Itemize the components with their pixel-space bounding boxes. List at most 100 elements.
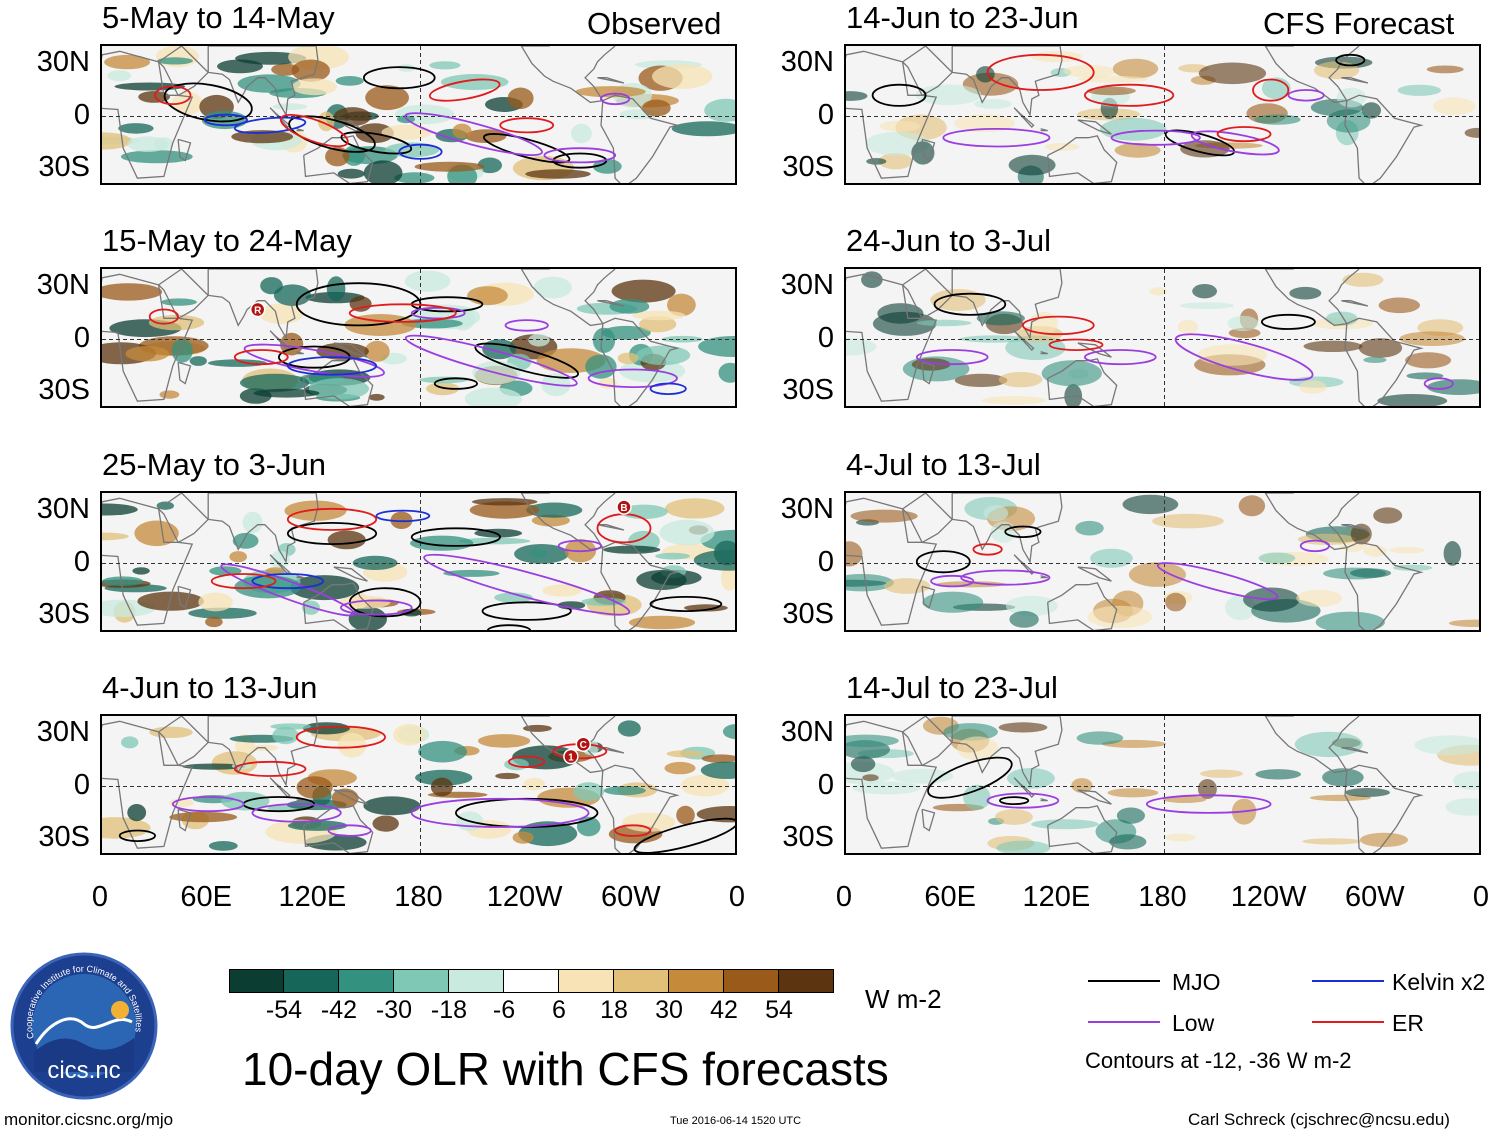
positive-olr-anomaly bbox=[1114, 142, 1161, 158]
positive-olr-anomaly bbox=[639, 316, 677, 333]
negative-olr-anomaly bbox=[603, 786, 646, 796]
y-axis-label: 0 bbox=[73, 545, 90, 578]
positive-olr-anomaly bbox=[104, 54, 151, 70]
legend-low-line bbox=[1088, 1021, 1160, 1023]
negative-olr-anomaly bbox=[990, 521, 1017, 543]
olr-anomaly-map bbox=[846, 493, 1479, 630]
positive-olr-anomaly bbox=[850, 509, 918, 523]
negative-olr-anomaly bbox=[1427, 379, 1479, 395]
storm-marker: B bbox=[616, 499, 632, 515]
coastline bbox=[1013, 330, 1035, 352]
er-contour bbox=[428, 78, 501, 102]
coastline bbox=[1040, 128, 1048, 132]
negative-olr-anomaly bbox=[1294, 731, 1363, 758]
positive-olr-anomaly bbox=[465, 129, 507, 143]
coastline bbox=[177, 585, 192, 609]
y-axis-label: 30S bbox=[782, 151, 834, 184]
positive-olr-anomaly bbox=[198, 592, 233, 612]
negative-olr-anomaly bbox=[352, 555, 398, 570]
storm-marker: R bbox=[249, 301, 266, 318]
negative-olr-anomaly bbox=[335, 76, 364, 86]
x-axis-label: 60W bbox=[1345, 881, 1405, 913]
coastline bbox=[296, 351, 304, 355]
positive-olr-anomaly bbox=[1198, 62, 1267, 85]
negative-olr-anomaly bbox=[1116, 807, 1145, 824]
positive-olr-anomaly bbox=[622, 812, 676, 832]
negative-olr-anomaly bbox=[504, 758, 529, 771]
coastline bbox=[1040, 798, 1048, 802]
negative-olr-anomaly bbox=[655, 552, 690, 560]
er-contour bbox=[295, 725, 386, 749]
low-contour bbox=[543, 147, 617, 164]
olr-anomaly-map bbox=[846, 46, 1479, 183]
negative-olr-anomaly bbox=[963, 784, 991, 810]
negative-olr-anomaly bbox=[404, 270, 451, 292]
negative-olr-anomaly bbox=[603, 545, 661, 554]
negative-olr-anomaly bbox=[636, 345, 691, 366]
x-axis-label: 0 bbox=[91, 881, 109, 913]
er-contour bbox=[972, 543, 1003, 556]
coastline bbox=[951, 46, 1063, 117]
negative-olr-anomaly bbox=[528, 549, 548, 558]
negative-olr-anomaly bbox=[494, 592, 533, 603]
footer-url: monitor.cicsnc.org/mjo bbox=[4, 1110, 174, 1129]
low-contour bbox=[930, 574, 975, 588]
coastline bbox=[296, 575, 304, 579]
positive-olr-anomaly bbox=[512, 831, 534, 844]
negative-olr-anomaly bbox=[208, 841, 238, 851]
positive-olr-anomaly bbox=[1128, 562, 1186, 587]
er-contour bbox=[499, 117, 555, 134]
coastline bbox=[1264, 46, 1360, 104]
forecast-map-panel bbox=[844, 44, 1481, 185]
coastline bbox=[600, 94, 680, 183]
coastline bbox=[951, 493, 1063, 564]
positive-olr-anomaly bbox=[1149, 287, 1168, 296]
negative-olr-anomaly bbox=[704, 98, 735, 122]
positive-olr-anomaly bbox=[229, 551, 247, 563]
mjo-contour bbox=[1335, 53, 1366, 67]
negative-olr-anomaly bbox=[557, 601, 586, 610]
negative-olr-anomaly bbox=[1393, 564, 1433, 571]
negative-olr-anomaly bbox=[189, 356, 207, 366]
y-axis-label: 30N bbox=[780, 45, 834, 78]
coastline bbox=[921, 585, 936, 609]
positive-olr-anomaly bbox=[1112, 58, 1159, 79]
er-contour bbox=[986, 53, 1095, 91]
positive-olr-anomaly bbox=[102, 132, 132, 150]
positive-olr-anomaly bbox=[372, 815, 399, 832]
positive-olr-anomaly bbox=[878, 153, 913, 170]
storm-marker: C bbox=[575, 736, 592, 752]
storm-marker-letter: B bbox=[620, 503, 627, 514]
negative-olr-anomaly bbox=[526, 502, 583, 518]
positive-olr-anomaly bbox=[628, 615, 696, 630]
positive-olr-anomaly bbox=[205, 616, 223, 628]
negative-olr-anomaly bbox=[394, 172, 435, 183]
low-contour bbox=[960, 569, 1051, 586]
mjo-contour bbox=[286, 521, 378, 546]
coastline bbox=[269, 777, 291, 799]
positive-olr-anomaly bbox=[617, 352, 639, 364]
panel-title: 4-Jul to 13-Jul bbox=[846, 447, 1041, 482]
low-contour bbox=[410, 797, 590, 828]
negative-olr-anomaly bbox=[161, 298, 197, 306]
positive-olr-anomaly bbox=[381, 124, 432, 140]
positive-olr-anomaly bbox=[469, 501, 540, 519]
colorbar-swatch bbox=[669, 969, 724, 993]
negative-olr-anomaly bbox=[232, 532, 259, 549]
er-contour bbox=[1252, 78, 1290, 102]
y-axis-label: 30N bbox=[780, 268, 834, 301]
negative-olr-anomaly bbox=[1397, 84, 1441, 96]
positive-olr-anomaly bbox=[1303, 340, 1363, 352]
coastline bbox=[902, 716, 954, 767]
positive-olr-anomaly bbox=[1405, 352, 1452, 369]
colorbar-tick-label: 30 bbox=[655, 996, 683, 1024]
positive-olr-anomaly bbox=[652, 64, 713, 89]
positive-olr-anomaly bbox=[1448, 619, 1479, 627]
positive-olr-anomaly bbox=[393, 723, 426, 746]
y-axis-label: 30S bbox=[782, 821, 834, 854]
positive-olr-anomaly bbox=[1197, 779, 1217, 799]
negative-olr-anomaly bbox=[713, 540, 735, 566]
coastline bbox=[177, 808, 192, 832]
x-axis-label: 60W bbox=[601, 881, 661, 913]
positive-olr-anomaly bbox=[664, 761, 696, 775]
